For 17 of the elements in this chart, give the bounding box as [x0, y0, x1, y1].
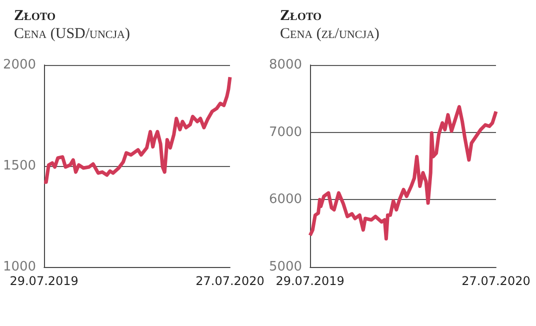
chart-title: Złoto: [280, 8, 322, 25]
y-tick-label: 6000: [268, 192, 302, 208]
chart-title: Złoto: [14, 8, 56, 25]
x-tick-label: 27.07.2020: [462, 274, 530, 288]
chart-subtitle: Cena (USD/uncja): [14, 26, 130, 43]
y-tick-label: 5000: [268, 260, 302, 274]
y-tick-label: 1000: [2, 260, 36, 274]
x-tick-label: 29.07.2019: [10, 274, 78, 288]
line-series: [308, 104, 498, 240]
chart-subtitle: Cena (zł/uncja): [280, 26, 380, 43]
x-tick-label: 27.07.2020: [196, 274, 264, 288]
line-series: [42, 75, 232, 184]
x-tick-label: 29.07.2019: [276, 274, 344, 288]
y-tick-label: 7000: [268, 124, 302, 140]
y-tick-label: 8000: [268, 58, 302, 72]
y-tick-label: 2000: [2, 58, 36, 72]
y-tick-label: 1500: [2, 158, 36, 174]
